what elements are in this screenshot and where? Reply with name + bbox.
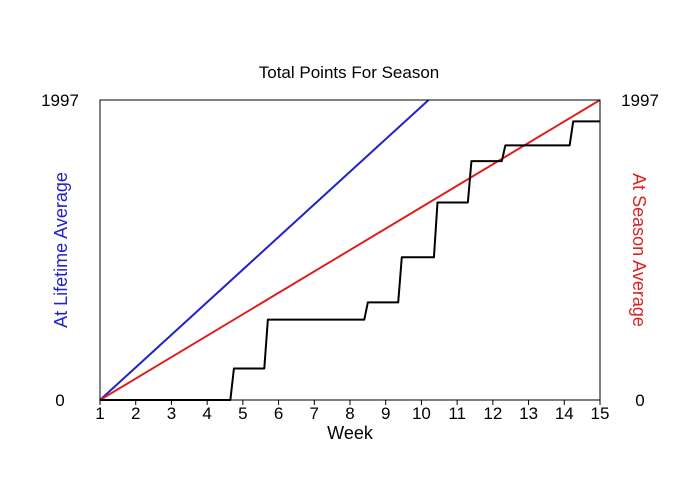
x-tick-label: 13 [519,404,538,423]
y-axis-label-left: At Lifetime Average [51,172,71,328]
x-tick-label: 11 [448,404,466,423]
y-tick-label-left: 1997 [41,91,79,110]
y-tick-label-right: 1997 [621,91,659,110]
x-tick-label: 15 [591,404,610,423]
x-tick-label: 9 [381,404,390,423]
x-tick-label: 1 [95,404,104,423]
series-line-season [100,99,601,401]
x-axis-ticks: 1 2 3 4 5 6 7 8 9 10 11 12 13 14 15 [95,400,609,423]
series-line-lifetime [100,99,430,401]
x-tick-label: 3 [167,404,176,423]
x-tick-label: 8 [345,404,354,423]
x-tick-label: 5 [238,404,247,423]
y-axis-label-right: At Season Average [629,173,649,327]
x-tick-label: 10 [412,404,431,423]
chart-title: Total Points For Season [259,63,439,82]
series-line-actual [100,120,600,401]
x-tick-label: 14 [555,404,574,423]
x-tick-label: 2 [131,404,140,423]
x-tick-label: 12 [483,404,502,423]
x-tick-label: 4 [202,404,211,423]
y-tick-label-right: 0 [635,391,644,410]
x-tick-label: 7 [310,404,319,423]
series-layer [100,99,601,401]
x-axis-label: Week [327,423,374,443]
y-axis-ticks: 0 1997 0 1997 [41,91,659,410]
y-tick-label-left: 0 [55,391,64,410]
x-tick-label: 6 [274,404,283,423]
